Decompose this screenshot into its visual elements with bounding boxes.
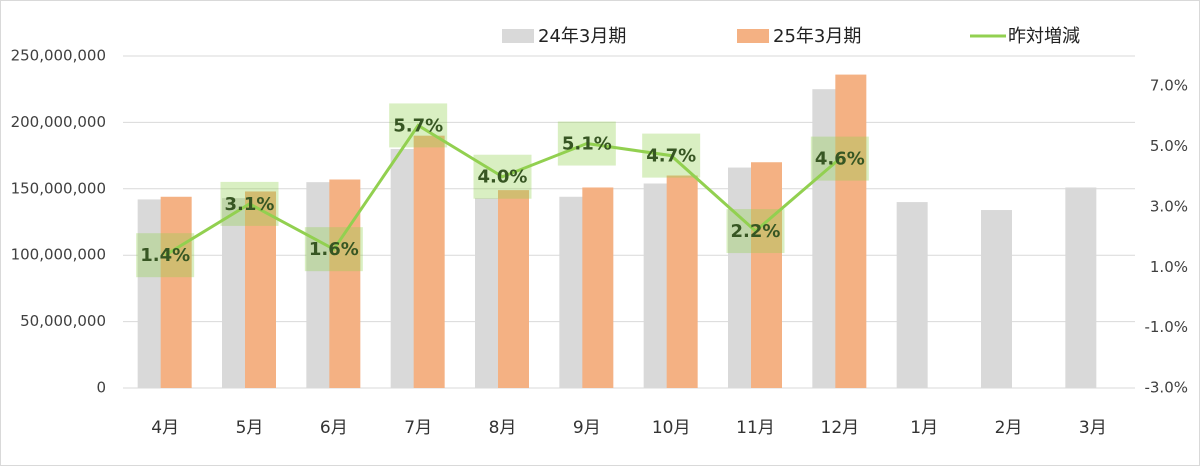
y-tick-label: 0 [96,379,106,397]
data-label-box [642,133,701,178]
x-tick-label: 5月 [236,418,264,438]
data-label: 4.6% [815,149,865,170]
data-label-box [220,181,279,226]
y2-tick-label: 7.0% [1150,77,1188,95]
data-label: 2.2% [731,221,781,242]
x-tick-label: 8月 [489,418,517,438]
legend-swatch [737,29,769,43]
bar [498,190,529,388]
bar [245,191,276,388]
line [164,123,841,257]
data-label: 1.4% [140,245,190,266]
data-label-box [557,121,616,166]
data-label: 4.0% [478,167,528,188]
y-tick-label: 100,000,000 [11,246,106,264]
legend-label: 24年3月期 [538,26,626,47]
y2-tick-label: 1.0% [1150,258,1188,276]
y-tick-label: 50,000,000 [20,312,106,330]
y2-tick-label: -3.0% [1144,379,1188,397]
data-label: 4.7% [646,146,696,167]
x-tick-label: 9月 [573,418,601,438]
y-tick-label: 200,000,000 [11,113,106,131]
x-tick-label: 1月 [910,418,938,438]
data-label-box [726,209,785,254]
legend-label: 昨対増減 [1008,26,1080,47]
y-tick-label: 150,000,000 [11,179,106,197]
bar [896,202,928,388]
y2-tick-label: 5.0% [1150,137,1188,155]
y2-tick-label: 3.0% [1150,197,1188,215]
bar [582,187,614,388]
x-tick-label: 7月 [404,418,432,438]
bar [1065,187,1097,388]
x-tick-label: 2月 [995,418,1023,438]
y-tick-label: 250,000,000 [11,47,106,65]
x-tick-label: 12月 [821,418,860,438]
bar [666,175,698,388]
x-tick-label: 4月 [151,418,179,438]
legend-label: 25年3月期 [773,26,861,47]
data-label-box [389,103,448,148]
data-label-box [810,136,869,181]
bar [329,179,361,388]
x-tick-label: 11月 [736,418,775,438]
data-label: 1.6% [309,239,359,260]
legend-swatch [502,29,534,43]
bar [413,135,445,388]
data-label: 3.1% [225,194,275,215]
data-label: 5.7% [393,115,443,136]
x-tick-label: 6月 [320,418,348,438]
data-label: 5.1% [562,134,612,155]
bar [751,162,782,388]
data-label-box [473,154,532,199]
bar [160,196,192,388]
data-label-box [136,233,195,278]
x-tick-label: 3月 [1079,418,1107,438]
data-label-box [304,227,363,272]
y2-tick-label: -1.0% [1144,318,1188,336]
x-tick-label: 10月 [652,418,691,438]
bar [981,210,1012,388]
bar [835,74,867,388]
